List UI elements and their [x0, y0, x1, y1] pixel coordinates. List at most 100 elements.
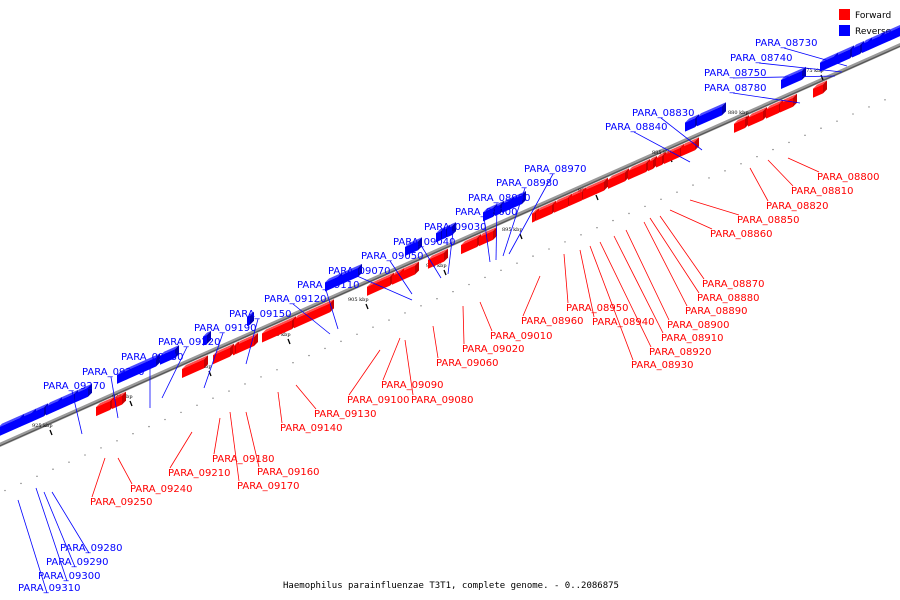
legend-forward-label: Forward — [855, 11, 891, 21]
minor-tick — [164, 418, 166, 421]
minor-tick — [4, 489, 6, 492]
tick-mark — [129, 400, 133, 407]
minor-tick — [740, 163, 742, 165]
forward-gene-label: PARA_08950 — [563, 253, 628, 314]
forward-gene-label: PARA_09240 — [117, 457, 192, 495]
forward-gene-label: PARA_08940 — [579, 249, 654, 328]
forward-gene-block — [236, 333, 258, 354]
reverse-gene-block — [405, 237, 422, 256]
svg-text:PARA_08880: PARA_08880 — [697, 293, 759, 304]
minor-tick — [356, 333, 358, 335]
reverse-gene-block — [880, 24, 900, 46]
forward-gene-label: PARA_09010 — [479, 301, 552, 342]
legend: Forward Reverse — [839, 9, 892, 37]
svg-text:PARA_09100: PARA_09100 — [347, 395, 409, 406]
forward-gene-label: PARA_08960 — [521, 275, 583, 327]
reverse-gene-label: PARA_09040 — [393, 237, 455, 279]
svg-text:PARA_08750: PARA_08750 — [704, 68, 766, 79]
svg-text:PARA_09030: PARA_09030 — [424, 222, 486, 233]
minor-tick — [564, 241, 566, 243]
svg-text:PARA_08990: PARA_08990 — [468, 193, 530, 204]
forward-gene-block — [182, 355, 208, 378]
svg-text:PARA_08940: PARA_08940 — [592, 317, 654, 328]
svg-text:PARA_09060: PARA_09060 — [436, 358, 498, 369]
svg-text:PARA_09270: PARA_09270 — [43, 381, 105, 392]
forward-gene-label: PARA_09130 — [295, 384, 376, 420]
minor-tick — [292, 361, 294, 364]
reverse-gene-label: PARA_09030 — [424, 222, 486, 275]
reverse-gene-block — [338, 263, 362, 286]
reverse-gene-label: PARA_09000 — [455, 207, 517, 263]
minor-tick — [132, 433, 134, 435]
svg-text:PARA_09020: PARA_09020 — [462, 344, 524, 355]
minor-tick — [324, 347, 326, 350]
minor-tick — [868, 106, 870, 108]
forward-gene-label: PARA_09090 — [381, 337, 443, 391]
tick-mark — [820, 74, 824, 81]
svg-text:PARA_08970: PARA_08970 — [524, 164, 586, 175]
svg-text:PARA_09130: PARA_09130 — [314, 409, 376, 420]
svg-text:PARA_08810: PARA_08810 — [791, 186, 853, 197]
svg-text:PARA_08830: PARA_08830 — [632, 108, 694, 119]
minor-tick — [420, 305, 422, 307]
minor-tick — [228, 390, 230, 392]
forward-gene-label: PARA_09250 — [90, 457, 152, 508]
minor-tick — [468, 283, 470, 286]
minor-tick — [836, 120, 838, 122]
minor-tick — [436, 298, 438, 300]
forward-gene-label: PARA_08820 — [749, 167, 828, 212]
tick-label: 880 kbp — [728, 110, 749, 116]
label-layer: PARA_08730 PARA_08740 PARA_08750 PARA_08780… — [17, 38, 879, 594]
minor-tick — [788, 141, 790, 144]
svg-text:PARA_08920: PARA_08920 — [649, 347, 711, 358]
reverse-gene-label: PARA_09290 — [43, 491, 108, 568]
forward-gene-block — [400, 261, 419, 282]
forward-gene-label: PARA_09080 — [404, 339, 473, 406]
reverse-gene-label: PARA_09230 — [121, 352, 183, 408]
reverse-gene-label: PARA_09260 — [82, 367, 144, 419]
svg-text:PARA_08780: PARA_08780 — [704, 83, 766, 94]
minor-tick — [308, 354, 310, 357]
svg-text:PARA_08820: PARA_08820 — [766, 201, 828, 212]
svg-text:PARA_08730: PARA_08730 — [755, 38, 817, 49]
minor-tick — [452, 290, 454, 293]
reverse-gene-label: PARA_08970 — [508, 164, 586, 255]
svg-text:PARA_09000: PARA_09000 — [455, 207, 517, 218]
minor-tick — [804, 134, 806, 137]
minor-tick — [196, 404, 198, 407]
minor-tick — [84, 454, 86, 456]
svg-text:PARA_09050: PARA_09050 — [361, 251, 423, 262]
minor-tick — [820, 127, 822, 129]
svg-text:PARA_08910: PARA_08910 — [661, 333, 723, 344]
svg-text:PARA_08900: PARA_08900 — [667, 320, 729, 331]
reverse-gene-label: PARA_09280 — [51, 491, 122, 554]
forward-gene-label: PARA_08800 — [787, 157, 879, 183]
minor-tick — [852, 113, 854, 115]
reverse-gene-block — [32, 403, 48, 422]
tick-mark — [49, 429, 53, 436]
svg-text:PARA_09190: PARA_09190 — [194, 323, 256, 334]
svg-text:PARA_09110: PARA_09110 — [297, 280, 359, 291]
minor-tick — [516, 262, 518, 264]
reverse-gene-label: PARA_09300 — [35, 487, 100, 582]
tick-mark — [443, 269, 447, 276]
forward-gene-block — [813, 80, 827, 98]
svg-text:PARA_09080: PARA_09080 — [411, 395, 473, 406]
minor-tick — [580, 234, 582, 236]
minor-tick — [692, 184, 694, 186]
svg-text:PARA_09280: PARA_09280 — [60, 543, 122, 554]
svg-text:PARA_08960: PARA_08960 — [521, 316, 583, 327]
tick-mark — [519, 233, 523, 240]
forward-gene-label: PARA_08920 — [599, 241, 711, 358]
reverse-gene-label: PARA_08740 — [730, 53, 843, 73]
minor-tick — [660, 198, 662, 200]
minor-tick — [68, 461, 70, 463]
minor-tick — [756, 155, 758, 158]
svg-text:PARA_09040: PARA_09040 — [393, 237, 455, 248]
svg-text:PARA_08950: PARA_08950 — [566, 303, 628, 314]
tick-mark — [287, 338, 291, 345]
reverse-gene-label: PARA_08840 — [605, 122, 691, 163]
forward-gene-label: PARA_09140 — [277, 391, 342, 434]
minor-tick — [244, 383, 246, 385]
reverse-gene-block — [247, 311, 254, 327]
